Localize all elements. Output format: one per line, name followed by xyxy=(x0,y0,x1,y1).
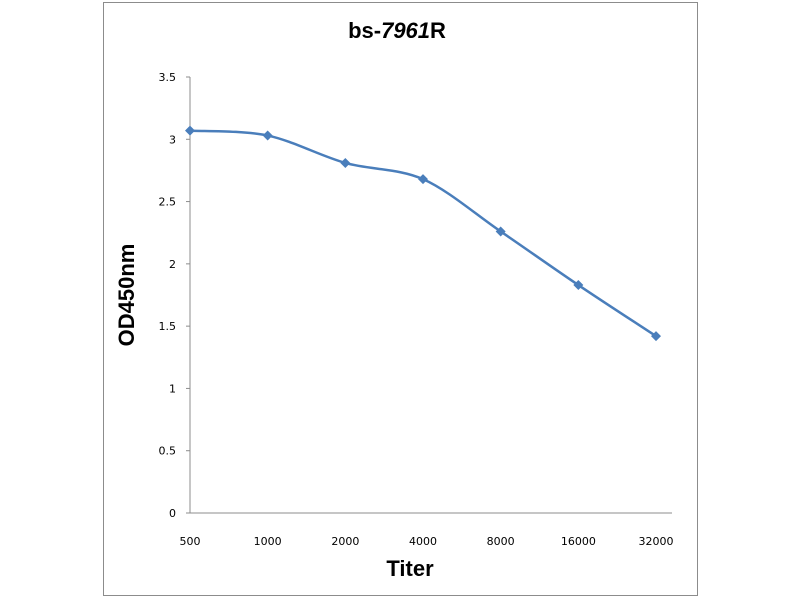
series-line xyxy=(189,129,657,338)
y-tick-label: 2 xyxy=(169,258,176,271)
data-point-marker xyxy=(418,174,428,185)
series-layer xyxy=(185,125,661,342)
data-point-marker xyxy=(573,280,584,291)
y-tick-label: 1 xyxy=(169,382,176,395)
y-tick-label: 0 xyxy=(169,507,176,520)
data-point-marker xyxy=(185,125,195,136)
x-axis-title: Titer xyxy=(386,556,434,581)
y-axis-ticks: 0 0.5 1 1.5 2 2.5 3 3.5 xyxy=(159,71,190,520)
y-tick-label: 2.5 xyxy=(159,196,177,209)
x-tick-label: 8000 xyxy=(487,535,515,548)
x-tick-label: 2000 xyxy=(331,535,359,548)
x-tick-label: 500 xyxy=(180,535,201,548)
data-point-marker xyxy=(495,226,506,237)
data-point-marker xyxy=(262,130,273,141)
y-tick-label: 3.5 xyxy=(159,71,177,84)
x-tick-label: 4000 xyxy=(409,535,437,548)
data-point-marker xyxy=(340,157,351,168)
y-tick-label: 1.5 xyxy=(159,320,177,333)
chart-title: bs-7961R xyxy=(348,18,446,43)
x-tick-label: 32000 xyxy=(639,535,674,548)
y-axis-title: OD450nm xyxy=(114,244,139,347)
y-tick-label: 0.5 xyxy=(159,445,177,458)
x-tick-label: 1000 xyxy=(254,535,282,548)
data-point-marker xyxy=(651,331,661,342)
x-tick-label: 16000 xyxy=(561,535,596,548)
y-tick-label: 3 xyxy=(169,133,176,146)
x-axis-ticks: 500 1000 2000 4000 8000 16000 32000 xyxy=(180,535,674,548)
